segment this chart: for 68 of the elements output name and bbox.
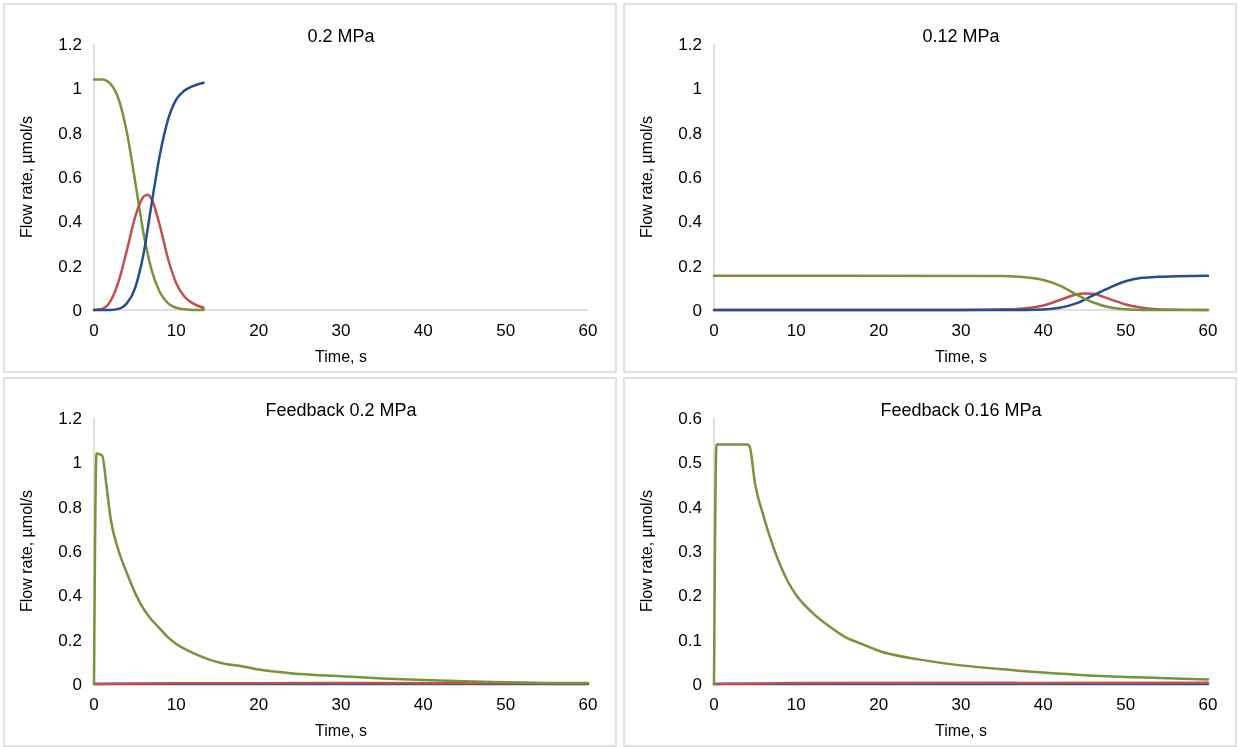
x-axis-title: Time, s: [315, 348, 367, 365]
y-tick-label: 0.8: [678, 123, 702, 143]
y-axis-title: Flow rate, µmol/s: [638, 489, 655, 613]
x-tick-label: 10: [786, 321, 806, 340]
x-tick-label: 10: [166, 321, 186, 340]
x-tick-label: 50: [1116, 695, 1136, 714]
y-tick-label: 0.3: [678, 541, 702, 561]
y-tick-label: 1.2: [58, 34, 82, 54]
y-axis-title: Flow rate, µmol/s: [18, 115, 35, 239]
x-tick-label: 40: [1033, 695, 1053, 714]
y-tick-label: 0.6: [58, 541, 82, 561]
chart-title: 0.12 MPa: [922, 26, 1001, 46]
y-tick-label: 0.2: [678, 256, 702, 276]
x-tick-label: 30: [331, 321, 351, 340]
x-tick-label: 0: [89, 321, 99, 340]
y-tick-label: 0.6: [678, 408, 702, 428]
x-tick-label: 10: [786, 695, 806, 714]
y-tick-label: 0: [692, 674, 702, 694]
y-axis-title: Flow rate, µmol/s: [18, 489, 35, 613]
y-tick-label: 0.2: [678, 586, 702, 606]
x-axis-title: Time, s: [935, 722, 987, 739]
y-tick-label: 1: [72, 453, 82, 473]
x-tick-label: 30: [951, 695, 971, 714]
y-tick-label: 0: [72, 300, 82, 320]
x-tick-label: 0: [89, 695, 99, 714]
y-tick-label: 1: [692, 79, 702, 99]
x-tick-label: 0: [709, 321, 719, 340]
x-tick-label: 40: [413, 321, 433, 340]
x-tick-label: 60: [578, 695, 598, 714]
x-tick-label: 50: [1116, 321, 1136, 340]
x-tick-label: 30: [331, 695, 351, 714]
chart-title: 0.2 MPa: [307, 26, 376, 46]
x-tick-label: 10: [166, 695, 186, 714]
y-tick-label: 0.4: [678, 497, 702, 517]
y-tick-label: 0.5: [678, 453, 702, 473]
y-tick-label: 1.2: [678, 34, 702, 54]
y-tick-label: 0.8: [58, 497, 82, 517]
x-tick-label: 20: [869, 321, 889, 340]
y-tick-label: 0: [692, 300, 702, 320]
y-tick-label: 0.4: [58, 586, 82, 606]
y-tick-label: 0.4: [58, 212, 82, 232]
x-tick-label: 20: [249, 321, 269, 340]
y-tick-label: 0.2: [58, 256, 82, 276]
y-tick-label: 0.4: [678, 212, 702, 232]
x-tick-label: 40: [1033, 321, 1053, 340]
x-tick-label: 20: [249, 695, 269, 714]
y-tick-label: 0.1: [678, 630, 702, 650]
x-tick-label: 60: [1198, 695, 1218, 714]
x-axis-title: Time, s: [935, 348, 987, 365]
x-tick-label: 60: [578, 321, 598, 340]
x-tick-label: 50: [496, 321, 516, 340]
x-tick-label: 50: [496, 695, 516, 714]
x-tick-label: 30: [951, 321, 971, 340]
chart-title: Feedback 0.16 MPa: [880, 400, 1043, 420]
chart-title: Feedback 0.2 MPa: [265, 400, 418, 420]
x-tick-label: 40: [413, 695, 433, 714]
x-axis-title: Time, s: [315, 722, 367, 739]
y-tick-label: 0.6: [58, 167, 82, 187]
x-tick-label: 60: [1198, 321, 1218, 340]
y-tick-label: 0.8: [58, 123, 82, 143]
x-tick-label: 20: [869, 695, 889, 714]
y-tick-label: 0: [72, 674, 82, 694]
y-axis-title: Flow rate, µmol/s: [638, 115, 655, 239]
y-tick-label: 1: [72, 79, 82, 99]
y-tick-label: 0.6: [678, 167, 702, 187]
y-tick-label: 0.2: [58, 630, 82, 650]
y-tick-label: 1.2: [58, 408, 82, 428]
x-tick-label: 0: [709, 695, 719, 714]
